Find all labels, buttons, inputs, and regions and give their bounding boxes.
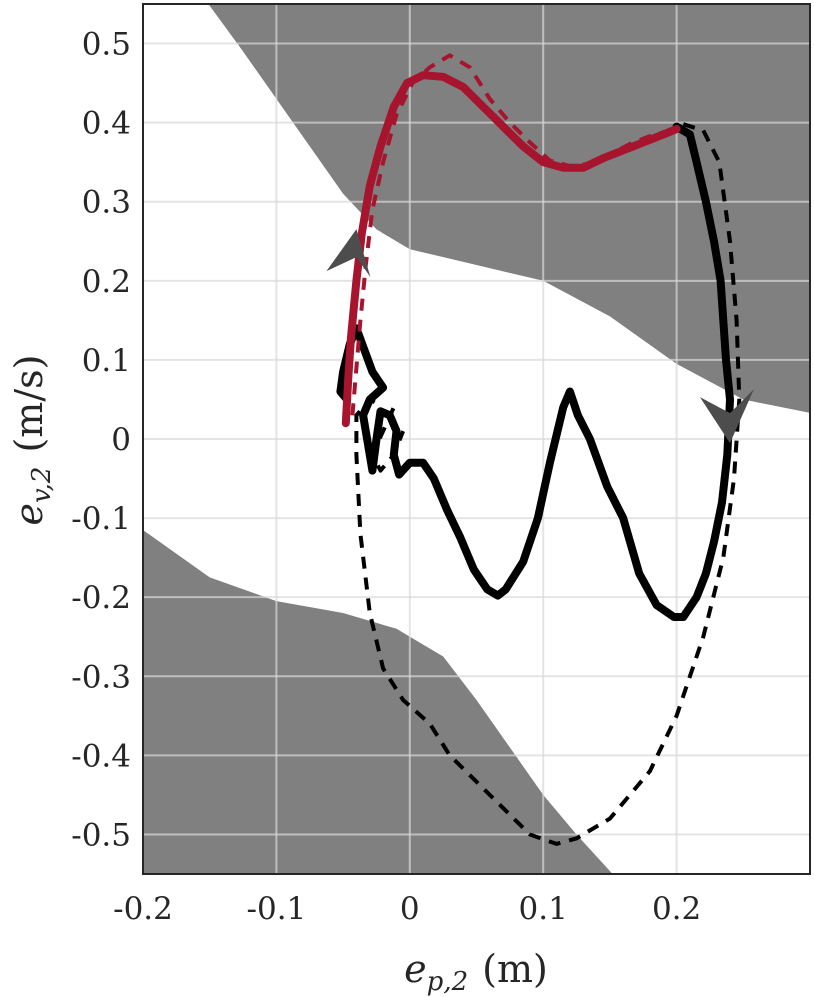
x-tick-label: -0.1 [247,891,307,927]
x-tick-label: 0.2 [652,891,701,927]
x-tick-label: 0.1 [519,891,568,927]
grid-lines [142,4,810,874]
y-tick-label: 0.2 [82,264,131,300]
plot-frame [142,3,811,875]
x-tick-label: -0.2 [113,891,173,927]
arrow-up [326,229,371,278]
trajectory-highlight-dashed [350,53,671,416]
arrow-down [699,389,754,444]
x-tick-label: 0 [400,891,420,927]
y-tick-label: 0.5 [82,27,131,63]
y-axis-label: ev,2(m/s) [7,355,57,526]
x-tick-labels: -0.2 -0.1 0 0.1 0.2 [113,891,701,927]
y-tick-label: -0.1 [71,501,131,537]
y-tick-label: 0.3 [82,185,131,221]
region-lower [143,530,613,874]
y-tick-label: 0.4 [82,106,131,142]
y-tick-label: -0.2 [71,580,131,616]
shaded-regions [143,4,810,874]
y-tick-label: -0.4 [71,738,131,774]
y-tick-label: 0.1 [82,343,131,379]
x-axis-label: ep,2 (m) [404,947,548,997]
direction-arrows [326,229,754,444]
y-tick-label: -0.5 [71,817,131,853]
y-tick-label: -0.3 [71,659,131,695]
y-tick-labels: -0.5 -0.4 -0.3 -0.2 -0.1 0 0.1 0.2 0.3 0.4 0.5 [71,27,131,854]
region-upper [208,4,810,413]
y-tick-label: 0 [111,422,131,458]
